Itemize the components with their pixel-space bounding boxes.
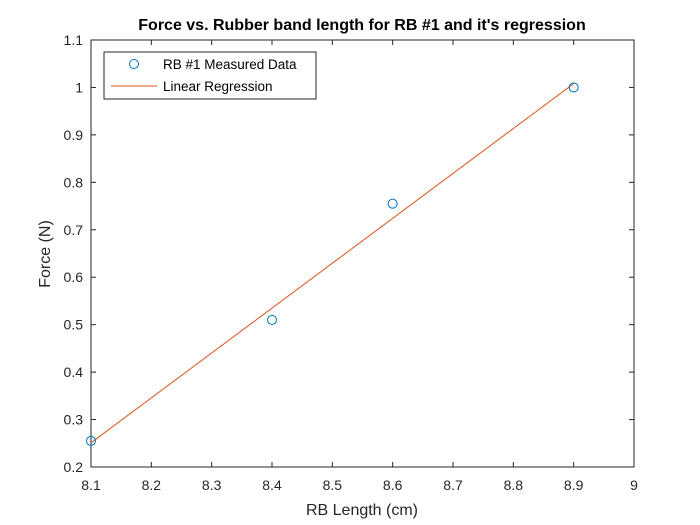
y-tick-label: 0.5 (64, 317, 84, 333)
x-tick-label: 8.7 (443, 477, 463, 493)
legend-label-linear-regression: Linear Regression (163, 79, 273, 94)
legend-box (103, 51, 317, 100)
x-tick-label: 8.5 (323, 477, 343, 493)
chart-title: Force vs. Rubber band length for RB #1 a… (138, 17, 585, 34)
regression-line (90, 83, 574, 444)
x-axis: 8.1 8.2 8.3 8.4 8.5 8.6 8.7 8.8 8.9 9 (81, 40, 638, 493)
data-point (267, 314, 277, 325)
x-tick-label: 8.3 (202, 477, 222, 493)
y-tick-label: 1 (75, 79, 83, 95)
x-tick-label: 8.2 (142, 477, 162, 493)
y-tick-label: 0.2 (64, 459, 84, 475)
x-tick-label: 8.8 (504, 477, 524, 493)
y-tick-label: 0.9 (64, 127, 84, 143)
y-tick-label: 0.3 (64, 412, 84, 428)
y-axis-title: Force (N) (37, 220, 54, 288)
y-tick-label: 0.4 (64, 364, 84, 380)
x-tick-label: 8.4 (262, 477, 282, 493)
legend-marker-measured-data (129, 59, 139, 69)
legend: RB #1 Measured Data Linear Regression (103, 51, 317, 100)
x-axis-title: RB Length (cm) (306, 502, 418, 519)
y-tick-label: 0.8 (64, 174, 84, 190)
y-tick-label: 0.7 (64, 222, 84, 238)
y-axis: 0.2 0.3 0.4 0.5 0.6 0.7 0.8 0.9 1 1.1 (64, 32, 634, 475)
x-tick-label: 8.6 (383, 477, 403, 493)
data-point (86, 435, 96, 446)
series-layer (86, 82, 579, 446)
plot-area (90, 39, 635, 468)
x-tick-label: 9 (630, 477, 638, 493)
y-tick-label: 1.1 (64, 32, 84, 48)
data-point (387, 198, 398, 209)
legend-label-measured-data: RB #1 Measured Data (163, 57, 297, 72)
y-tick-label: 0.6 (64, 269, 84, 285)
data-point (568, 82, 579, 93)
x-tick-label: 8.9 (564, 477, 584, 493)
x-tick-label: 8.1 (81, 477, 101, 493)
